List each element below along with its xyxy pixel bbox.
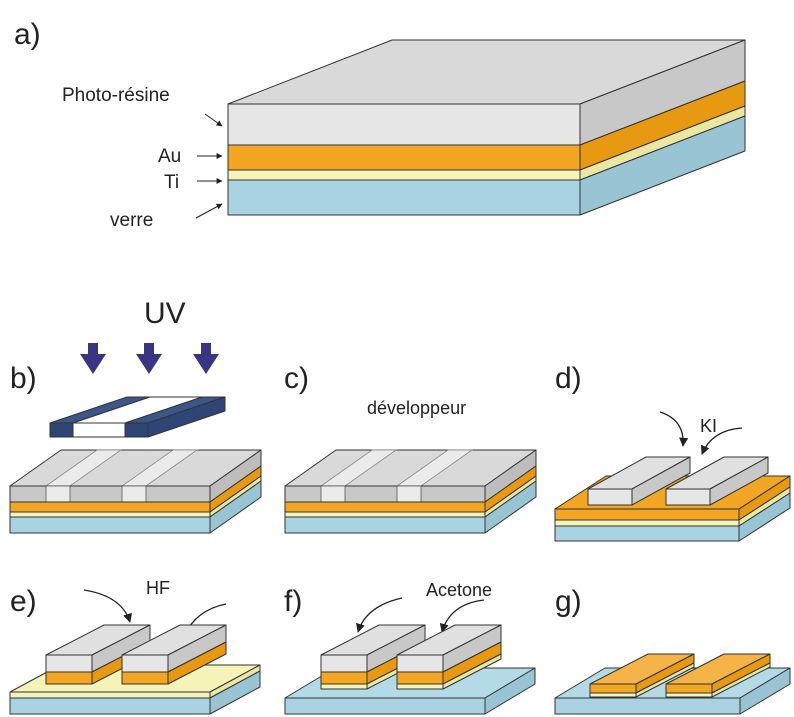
uv-arrow-icon [80,343,106,374]
gold-ti-electrode [589,653,695,698]
glass-side-face [484,480,537,534]
gold-label: Au [158,146,181,167]
gold-front-face [554,508,740,521]
gold-ti-electrode [665,653,771,698]
glass-side-face [739,667,791,715]
gold-front-face [9,501,211,513]
hf-arrow-left [83,589,132,623]
resist-gold-strip [45,624,151,685]
acetone-arrow-right [439,599,485,633]
panel-c-stack: c) développeur [284,362,537,534]
glass-side-face [738,492,791,542]
hf-label: HF [146,578,170,598]
mask-front [124,422,149,438]
developed-stripe-front [396,485,422,503]
titanium-front-face [227,169,581,181]
panel-d-stack: d) KI [554,362,791,542]
gold-front-face [227,144,581,171]
panel-a-label: a) [14,18,41,51]
glass-front-face [227,179,581,216]
titanium-front-face [9,511,211,518]
uv-arrow-icon [193,343,219,374]
mask-side [147,396,226,438]
acetone-label: Acetone [426,580,492,600]
uv-arrow-icon [136,343,162,374]
panel-b-stack: b) [9,362,262,534]
panel-g-stack: g) [554,585,791,715]
glass-front-face [9,697,211,715]
resist-strip [665,456,769,506]
titanium-front-face [9,691,211,699]
glass-front-face [284,516,486,534]
glass-side-face [579,115,746,216]
glass-pointer [195,203,223,219]
gold-front-face [284,501,486,513]
panel-c-label: c) [284,362,309,395]
developed-stripe-front [320,485,346,503]
titanium-front-face [284,511,486,518]
photoresist-pointer [204,113,223,127]
glass-front-face [284,697,486,715]
ki-arrow-left [659,411,689,447]
uv-label: UV [144,297,186,330]
titanium-front-face [554,519,740,527]
exposed-stripe-front [121,485,147,503]
glass-label: verre [110,210,153,231]
uv-source: UV [80,297,219,374]
glass-front-face [554,697,741,715]
panel-g-label: g) [555,585,582,618]
panel-e-stack: e) HF [9,578,261,715]
glass-side-face [209,670,261,715]
photoresist-label: Photo-résine [62,85,170,106]
resist-gold-strip [121,624,227,685]
ki-arrow-right [700,427,743,455]
developer-label: développeur [367,398,466,418]
resist-front-face [227,103,581,146]
resist-front-face [284,485,486,503]
exposed-stripe-front [45,485,71,503]
panel-a-stack: a) Photo-résine Au Ti verre [14,18,746,231]
acetone-arrow-left [356,597,403,633]
glass-front-face [9,516,211,534]
resist-strip [587,456,691,506]
panel-e-label: e) [10,585,37,618]
titanium-label: Ti [164,172,179,193]
glass-side-face [484,667,536,715]
photomask [49,396,226,438]
panel-b-label: b) [10,362,37,395]
panel-f-stack: f) Acetone [284,580,536,715]
panel-d-label: d) [555,362,582,395]
panel-f-label: f) [284,585,302,618]
resist-front-face [9,485,211,503]
glass-front-face [554,525,740,542]
ki-label: KI [700,416,717,436]
mask-front [49,422,74,438]
glass-side-face [209,480,262,534]
mask-front-open [72,422,126,438]
resist-gold-ti-strip [396,624,502,690]
